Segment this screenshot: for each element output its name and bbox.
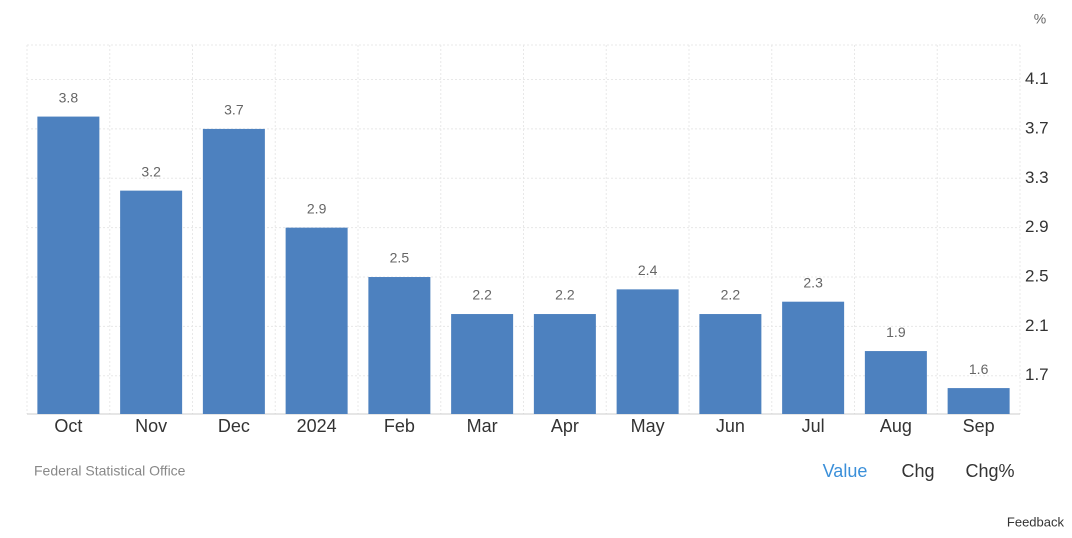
data-label: 2.3 [803,274,823,290]
x-tick-label: Apr [551,416,579,436]
x-tick-label: Dec [218,416,250,436]
x-tick-label: 2024 [297,416,337,436]
feedback-link[interactable]: Feedback [1007,514,1065,529]
bar [285,227,348,414]
y-tick-label: 2.1 [1025,316,1049,335]
x-tick-label: Aug [880,416,912,436]
bar [699,314,762,414]
y-tick-label: 1.7 [1025,365,1049,384]
data-label: 3.7 [224,102,244,118]
x-tick-label: Nov [135,416,167,436]
x-tick-label: May [631,416,665,436]
data-label: 3.2 [141,163,161,179]
x-tick-label: Jun [716,416,745,436]
bar [202,128,265,414]
bar [947,388,1010,414]
y-tick-label: 2.9 [1025,217,1049,236]
tab-button[interactable]: Value [823,461,868,481]
bar [368,277,431,414]
x-tick-label: Oct [54,416,82,436]
data-label: 3.8 [59,89,79,105]
data-label: 2.5 [390,250,410,266]
bar [533,314,596,414]
bar [451,314,514,414]
data-label: 1.6 [969,361,989,377]
data-label: 2.9 [307,200,327,216]
bar [864,351,927,414]
data-label: 2.2 [555,287,575,303]
data-label: 2.2 [472,287,492,303]
tab-button[interactable]: Chg% [965,461,1014,481]
x-tick-label: Mar [467,416,498,436]
source: Federal Statistical Office [34,463,186,479]
x-tick-label: Jul [802,416,825,436]
data-label: 1.9 [886,324,906,340]
data-label: 2.4 [638,262,658,278]
x-tick-label: Feb [384,416,415,436]
y-tick-label: 3.3 [1025,168,1049,187]
y-tick-label: 4.1 [1025,69,1049,88]
y-tick-label: 3.7 [1025,118,1049,137]
tab-button[interactable]: Chg [901,461,934,481]
bar [616,289,679,414]
data-label: 2.2 [721,287,741,303]
bar [782,301,845,414]
y-tick-label: 2.5 [1025,266,1049,285]
x-tick-label: Sep [963,416,995,436]
bar [120,190,183,414]
bar [37,116,100,414]
y-unit: % [1034,11,1046,27]
